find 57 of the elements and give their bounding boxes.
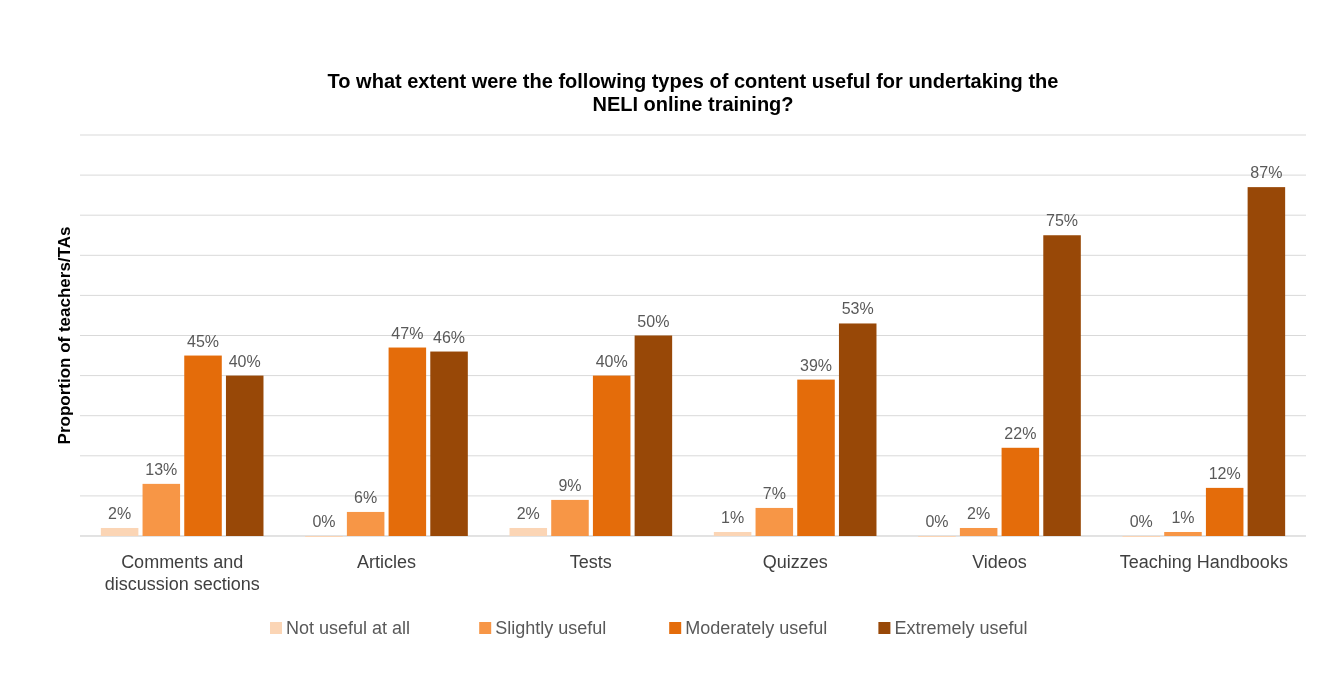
bar [634,335,673,536]
data-label: 50% [637,312,670,330]
data-label: 2% [516,504,540,522]
data-label: 87% [1250,164,1283,182]
legend-label: Not useful at all [286,618,411,638]
legend-label: Moderately useful [685,618,828,638]
data-label: 9% [558,476,582,494]
data-label: 46% [433,328,466,346]
data-label: 40% [595,352,628,370]
data-label: 1% [721,508,745,526]
legend-label: Extremely useful [894,618,1028,638]
data-label: 0% [1129,513,1153,530]
bar [142,483,181,536]
data-label: 75% [1046,212,1079,230]
data-label: 40% [228,352,261,370]
bar [184,355,222,536]
legend-label: Slightly useful [495,618,607,638]
x-tick-label: Teaching Handbooks [1119,552,1288,572]
x-tick-label: Articles [356,552,417,572]
data-label: 22% [1004,424,1037,442]
bar [1043,235,1081,536]
data-label: 13% [145,460,178,478]
bar [1247,187,1286,536]
bar [509,527,548,536]
bar [346,511,385,536]
bar [430,351,468,536]
x-tick-label: Comments and discussion sections [104,552,260,594]
bar [388,347,427,536]
data-label: 0% [312,513,336,530]
bar [755,507,794,536]
bar [959,527,998,536]
bar [1205,487,1244,536]
data-label: 6% [354,488,378,506]
data-label: 45% [187,332,220,350]
bar [1164,531,1202,536]
bar [592,375,631,536]
bar [225,375,264,536]
bar [100,527,139,536]
bar [713,531,752,536]
bar [1001,447,1040,536]
chart-title: To what extent were the following types of content useful for undertaking the NELI online training? [327,70,1059,115]
data-label: 7% [762,484,786,502]
bar [551,499,589,536]
bar [838,323,877,536]
data-label: 2% [108,504,132,522]
data-label: 0% [925,513,949,530]
data-label: 1% [1171,508,1195,526]
bar [797,379,835,536]
x-tick-label: Quizzes [762,552,828,572]
data-label: 39% [800,356,833,374]
data-label: 12% [1208,464,1241,482]
x-tick-label: Videos [972,552,1027,572]
data-label: 47% [391,324,424,342]
y-axis-title: Proportion of teachers/TAs [55,226,74,445]
data-label: 53% [841,300,874,318]
data-label: 2% [967,504,991,522]
x-tick-label: Tests [569,552,612,572]
